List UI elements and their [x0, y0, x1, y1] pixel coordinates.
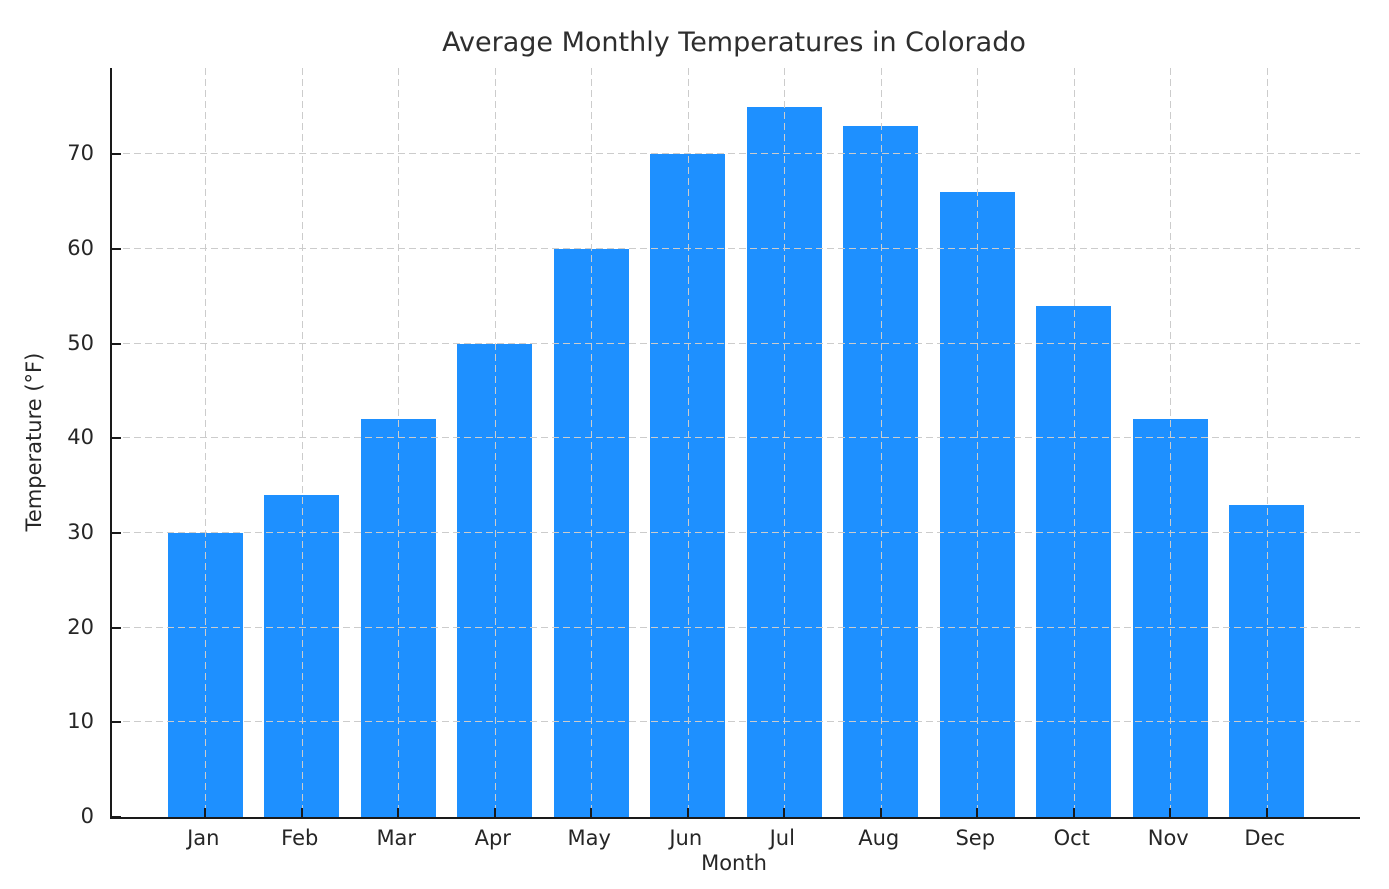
x-tick-mark-Jun: [686, 808, 689, 817]
x-tick-mark-Mar: [397, 808, 400, 817]
v-gridline-Aug: [880, 68, 882, 817]
axis-ticks-layer: [112, 68, 1360, 818]
v-gridline-Oct: [1073, 68, 1075, 817]
y-tick-label-0: 0: [80, 804, 94, 828]
x-tick-label-Sep: Sep: [955, 826, 996, 850]
v-gridline-Feb: [301, 68, 303, 817]
x-tick-mark-Feb: [300, 808, 303, 817]
v-gridline-Jul: [784, 68, 786, 817]
h-gridline-60: [112, 247, 1360, 249]
x-tick-label-Jan: Jan: [187, 826, 220, 850]
v-gridline-Mar: [398, 68, 400, 817]
v-gridline-Nov: [1170, 68, 1172, 817]
x-tick-mark-Jul: [783, 808, 786, 817]
plot-area: [110, 68, 1360, 819]
x-tick-label-Jun: Jun: [669, 826, 703, 850]
x-tick-label-Feb: Feb: [281, 826, 319, 850]
h-gridline-30: [112, 531, 1360, 533]
x-tick-mark-May: [590, 808, 593, 817]
x-tick-label-Apr: Apr: [474, 826, 511, 850]
h-gridline-70: [112, 153, 1360, 155]
v-gridline-Jun: [687, 68, 689, 817]
x-tick-label-Nov: Nov: [1147, 826, 1189, 850]
y-tick-mark-60: [112, 247, 121, 250]
h-gridline-20: [112, 626, 1360, 628]
h-gridline-50: [112, 342, 1360, 344]
x-tick-label-Oct: Oct: [1053, 826, 1090, 850]
x-tick-mark-Jan: [204, 808, 207, 817]
y-tick-mark-30: [112, 531, 121, 534]
x-tick-mark-Dec: [1265, 808, 1268, 817]
v-gridline-Sep: [977, 68, 979, 817]
x-tick-label-May: May: [567, 826, 611, 850]
chart-title: Average Monthly Temperatures in Colorado: [442, 27, 1026, 58]
h-gridline-40: [112, 437, 1360, 439]
x-tick-label-Jul: Jul: [769, 826, 795, 850]
h-gridline-10: [112, 721, 1360, 723]
x-tick-mark-Nov: [1169, 808, 1172, 817]
y-tick-label-10: 10: [67, 709, 94, 734]
x-tick-label-Dec: Dec: [1244, 826, 1286, 850]
y-tick-label-20: 20: [67, 614, 94, 639]
x-tick-label-Aug: Aug: [858, 826, 900, 850]
x-tick-mark-Aug: [879, 808, 882, 817]
x-axis-label: Month: [701, 851, 767, 875]
x-tick-mark-Sep: [976, 808, 979, 817]
y-tick-mark-0: [112, 816, 121, 818]
y-tick-mark-10: [112, 721, 121, 724]
y-tick-mark-50: [112, 342, 121, 345]
grid-layer: [112, 68, 1360, 817]
v-gridline-Dec: [1266, 68, 1268, 817]
v-gridline-Jan: [205, 68, 207, 817]
y-tick-label-50: 50: [67, 330, 94, 355]
y-tick-mark-70: [112, 153, 121, 156]
v-gridline-May: [591, 68, 593, 817]
y-tick-label-70: 70: [67, 141, 94, 166]
x-tick-mark-Apr: [493, 808, 496, 817]
y-tick-label-40: 40: [67, 425, 94, 450]
y-tick-mark-40: [112, 437, 121, 440]
y-tick-mark-20: [112, 626, 121, 629]
v-gridline-Apr: [494, 68, 496, 817]
x-tick-mark-Oct: [1072, 808, 1075, 817]
y-tick-label-30: 30: [67, 519, 94, 544]
y-tick-label-60: 60: [67, 235, 94, 260]
x-tick-label-Mar: Mar: [376, 826, 417, 850]
